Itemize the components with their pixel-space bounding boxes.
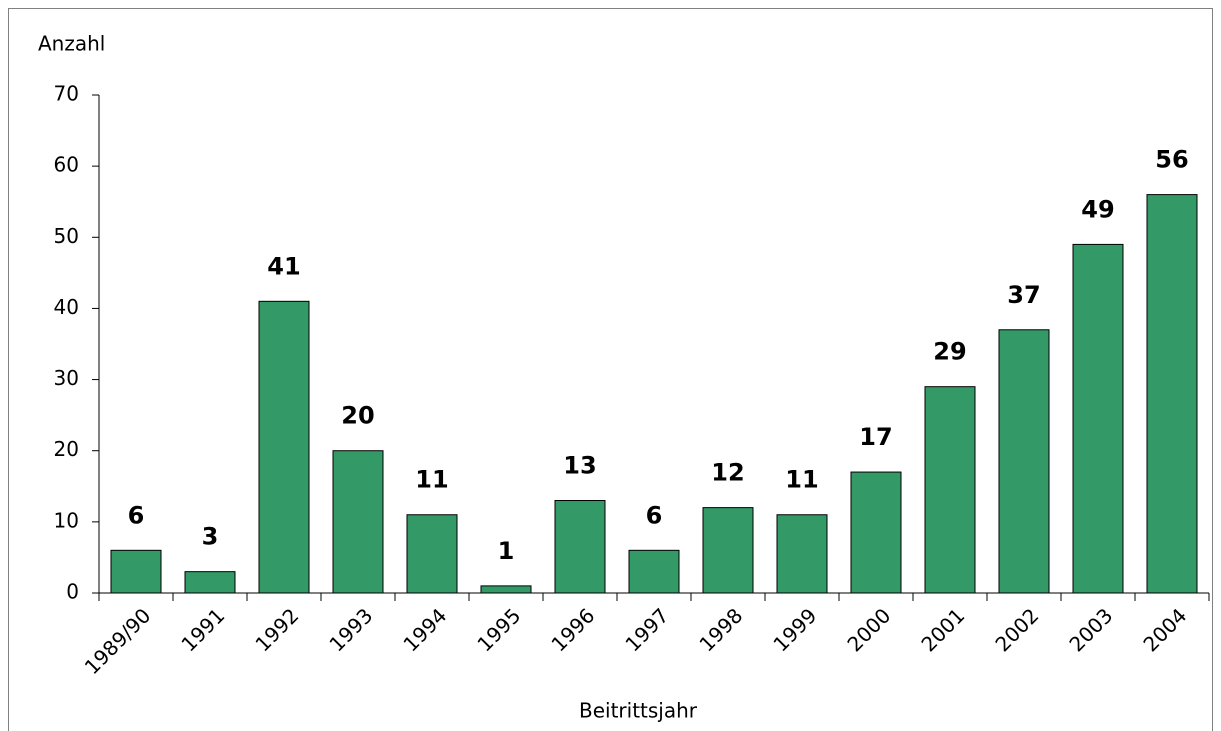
bar xyxy=(776,514,828,594)
data-label: 29 xyxy=(933,338,966,366)
y-tick-label: 70 xyxy=(54,82,79,106)
x-tick-label: 1991 xyxy=(176,603,229,656)
bar xyxy=(628,549,680,594)
data-label: 49 xyxy=(1081,195,1114,223)
bar xyxy=(406,514,458,594)
bar xyxy=(998,329,1050,594)
data-label: 37 xyxy=(1007,281,1040,309)
y-tick-label: 60 xyxy=(54,153,79,177)
bar xyxy=(554,500,606,594)
bar xyxy=(110,549,162,594)
x-tick-label: 1994 xyxy=(398,603,451,656)
x-tick-label: 1996 xyxy=(546,603,599,656)
y-axis-label: Anzahl xyxy=(38,32,105,56)
bar xyxy=(480,585,532,594)
chart-frame xyxy=(8,8,1213,731)
y-tick-label: 0 xyxy=(66,580,79,604)
x-tick-label: 2000 xyxy=(842,603,895,656)
data-label: 11 xyxy=(785,466,818,494)
x-tick-label: 2004 xyxy=(1138,603,1191,656)
x-tick-label: 1992 xyxy=(250,603,303,656)
data-label: 41 xyxy=(267,252,300,280)
x-tick-label: 2003 xyxy=(1064,603,1117,656)
x-tick-label: 1995 xyxy=(472,603,525,656)
bar xyxy=(924,386,976,594)
bar xyxy=(258,300,310,594)
y-tick-label: 50 xyxy=(54,224,79,248)
x-tick-label: 1998 xyxy=(694,603,747,656)
y-tick-label: 20 xyxy=(54,437,79,461)
x-tick-label: 2001 xyxy=(916,603,969,656)
bar xyxy=(1146,194,1198,594)
x-tick-label: 1989/90 xyxy=(80,603,156,679)
x-axis-label: Beitrittsjahr xyxy=(579,699,698,723)
data-label: 13 xyxy=(563,452,596,480)
data-label: 6 xyxy=(128,501,145,529)
data-label: 1 xyxy=(498,537,515,565)
x-tick-label: 1999 xyxy=(768,603,821,656)
bar xyxy=(850,471,902,594)
y-tick-label: 10 xyxy=(54,508,79,532)
data-label: 12 xyxy=(711,459,744,487)
data-label: 17 xyxy=(859,423,892,451)
data-label: 3 xyxy=(202,523,219,551)
x-tick-label: 1993 xyxy=(324,603,377,656)
data-label: 56 xyxy=(1155,146,1188,174)
x-tick-label: 2002 xyxy=(990,603,1043,656)
data-label: 11 xyxy=(415,466,448,494)
data-label: 6 xyxy=(646,501,663,529)
x-tick-label: 1997 xyxy=(620,603,673,656)
bar xyxy=(1072,243,1124,594)
y-tick-label: 30 xyxy=(54,366,79,390)
y-tick-label: 40 xyxy=(54,295,79,319)
bar xyxy=(702,507,754,594)
data-label: 20 xyxy=(341,402,374,430)
bar xyxy=(332,450,384,594)
bar xyxy=(184,571,236,594)
